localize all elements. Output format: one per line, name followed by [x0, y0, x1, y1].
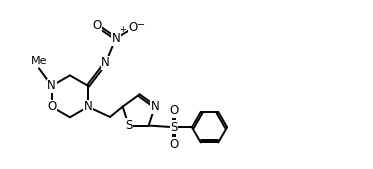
- Text: O: O: [129, 21, 138, 34]
- Text: N: N: [47, 79, 56, 92]
- Text: +: +: [119, 26, 126, 34]
- Text: N: N: [101, 56, 110, 69]
- Text: S: S: [170, 121, 178, 134]
- Text: O: O: [169, 104, 179, 117]
- Text: O: O: [169, 138, 179, 151]
- Text: Me: Me: [31, 56, 47, 66]
- Text: N: N: [112, 32, 120, 45]
- Text: N: N: [150, 100, 159, 113]
- Text: −: −: [137, 20, 145, 30]
- Text: O: O: [93, 19, 102, 32]
- Text: N: N: [84, 100, 93, 113]
- Text: O: O: [47, 100, 56, 113]
- Text: S: S: [125, 119, 132, 132]
